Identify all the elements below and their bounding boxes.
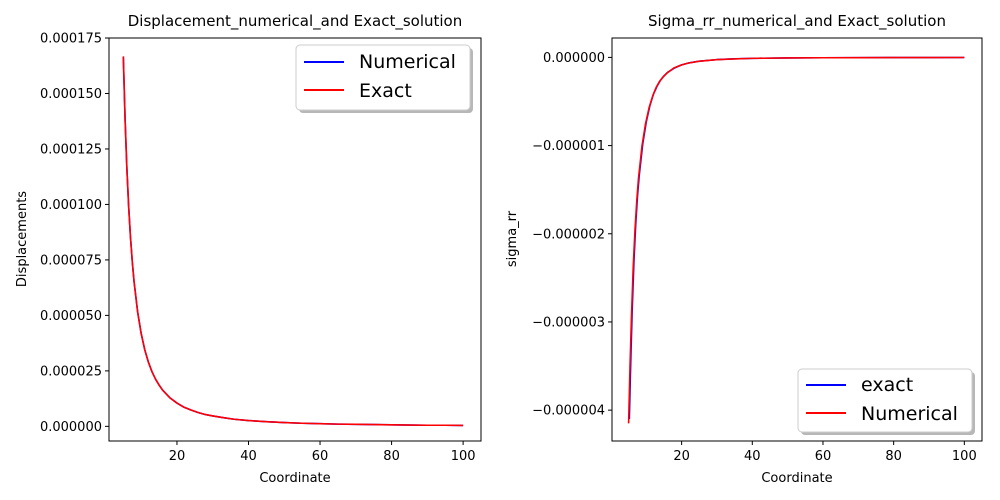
right-subplot: Sigma_rr_numerical_and Exact_solution si… [505,12,983,486]
right-legend: exact Numerical [797,368,975,435]
right-legend-label-numerical: Numerical [861,403,958,425]
left-xtick-label: 60 [312,449,329,464]
left-ytick-label: 0.000025 [40,364,102,379]
left-ytick-label: 0.000050 [40,309,102,324]
left-ytick-label: 0.000000 [40,420,102,435]
right-xtick-label: 40 [744,449,761,464]
right-ytick-label: −0.000001 [532,139,605,154]
right-ytick-label: −0.000003 [532,315,605,330]
right-series-numerical-line [627,56,965,424]
right-ylabel: sigma_rr [505,210,520,267]
right-ytick-label: 0.000000 [543,51,605,66]
left-series-lines [122,56,464,427]
left-axis-ticks: 20 40 60 80 100 0.000000 0.000025 0.000050 0.000… [40,32,476,465]
left-xtick-label: 40 [240,449,257,464]
right-ytick-label: −0.000002 [532,227,605,242]
right-xtick-label: 60 [815,449,832,464]
left-xtick-label: 100 [451,449,476,464]
left-ytick-label: 0.000150 [40,87,102,102]
right-axis-ticks: 20 40 60 80 100 0.000000 −0.000001 −0.000002 −0.… [532,51,977,464]
left-subplot: Displacement_numerical_and Exact_solutio… [15,12,482,486]
left-ytick-label: 0.000100 [40,198,102,213]
left-plot-title: Displacement_numerical_and Exact_solutio… [128,12,462,31]
right-plot-title: Sigma_rr_numerical_and Exact_solution [648,12,946,31]
right-xtick-label: 20 [673,449,690,464]
left-legend-label-numerical: Numerical [359,51,456,73]
left-xlabel: Coordinate [259,471,330,486]
left-ytick-label: 0.000175 [40,32,102,47]
left-legend-label-exact: Exact [359,80,412,102]
left-ytick-label: 0.000075 [40,253,102,268]
right-xtick-label: 80 [885,449,902,464]
right-xtick-label: 100 [952,449,977,464]
left-ylabel: Displacements [15,191,30,287]
left-xtick-label: 80 [383,449,400,464]
left-axes-frame [108,37,482,442]
left-xtick-label: 20 [169,449,186,464]
left-legend: Numerical Exact [295,44,473,113]
right-legend-label-exact: exact [861,374,913,396]
right-ytick-label: −0.000004 [532,404,605,419]
left-series-exact-line [122,56,464,427]
right-xlabel: Coordinate [761,471,832,486]
right-series-lines [627,56,965,424]
left-ytick-label: 0.000125 [40,142,102,157]
right-axes-frame [611,37,983,442]
